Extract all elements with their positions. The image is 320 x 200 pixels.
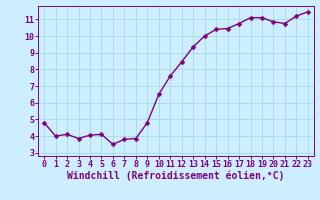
X-axis label: Windchill (Refroidissement éolien,°C): Windchill (Refroidissement éolien,°C): [67, 171, 285, 181]
